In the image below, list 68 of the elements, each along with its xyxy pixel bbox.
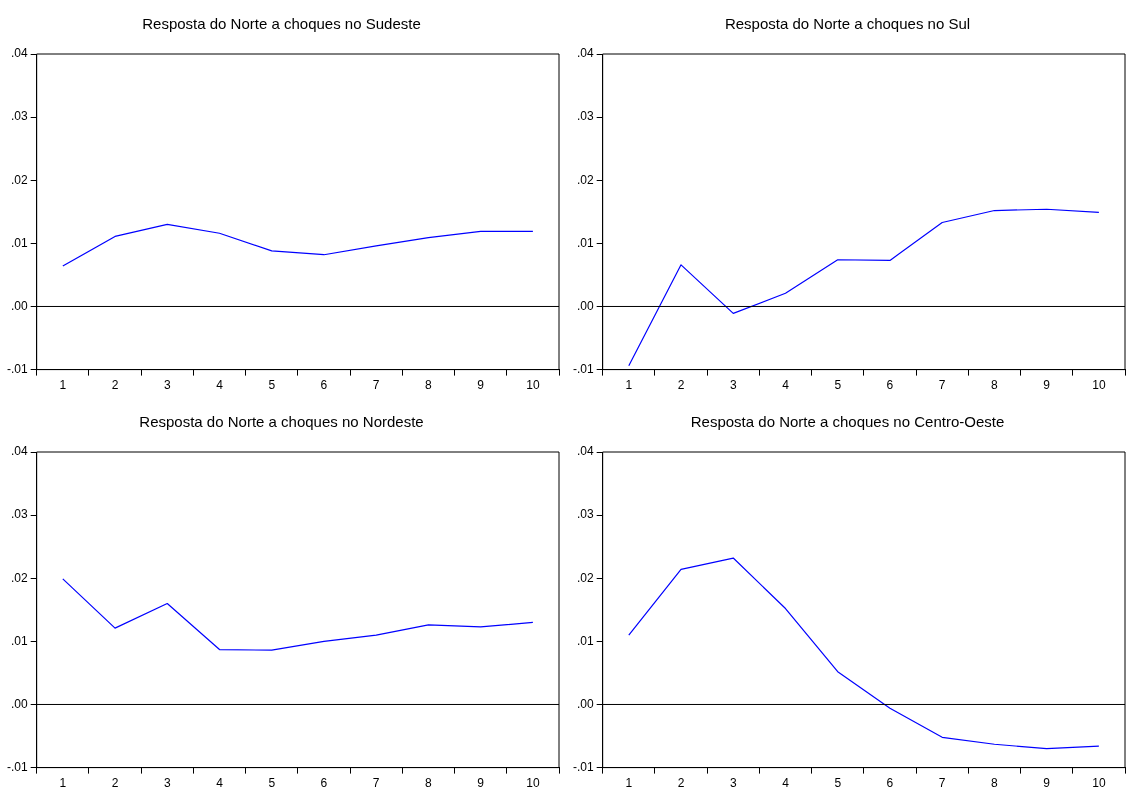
y-tick-label: .04 xyxy=(576,444,594,459)
x-tick-label: 3 xyxy=(729,776,737,791)
x-tick-label: 10 xyxy=(526,776,540,791)
x-tick-label: 5 xyxy=(834,378,842,393)
x-tick-label: 1 xyxy=(59,776,67,791)
x-tick-label: 9 xyxy=(477,776,485,791)
y-tick-label: .03 xyxy=(576,507,594,522)
x-tick-label: 5 xyxy=(834,776,842,791)
x-tick-label: 7 xyxy=(938,776,946,791)
x-tick-label: 4 xyxy=(216,378,224,393)
x-tick-label: 5 xyxy=(268,378,276,393)
x-tick-label: 6 xyxy=(320,776,328,791)
y-tick-label: .02 xyxy=(576,570,594,585)
x-tick-label: 8 xyxy=(991,378,999,393)
y-tick-label: .01 xyxy=(10,633,28,648)
x-tick-label: 8 xyxy=(991,776,999,791)
y-tick-label: .00 xyxy=(10,696,28,711)
y-tick-label: -.01 xyxy=(572,361,594,376)
x-tick-label: 1 xyxy=(625,776,633,791)
x-tick-label: 7 xyxy=(372,378,380,393)
y-tick-label: .02 xyxy=(10,172,28,187)
y-tick-label: .00 xyxy=(10,298,28,313)
x-tick-label: 9 xyxy=(1043,776,1051,791)
y-tick-label: .02 xyxy=(576,172,594,187)
y-tick-label: .03 xyxy=(576,109,594,124)
x-tick-label: 9 xyxy=(1043,378,1051,393)
x-tick-label: 7 xyxy=(372,776,380,791)
y-tick-label: .00 xyxy=(576,298,594,313)
x-tick-label: 9 xyxy=(477,378,485,393)
x-tick-label: 2 xyxy=(111,776,119,791)
x-tick-label: 1 xyxy=(625,378,633,393)
x-tick-label: 3 xyxy=(163,378,171,393)
x-tick-label: 8 xyxy=(425,776,433,791)
x-tick-label: 4 xyxy=(216,776,224,791)
x-tick-label: 4 xyxy=(782,378,790,393)
x-tick-label: 1 xyxy=(59,378,67,393)
y-tick-label: .02 xyxy=(10,570,28,585)
chart-title: Resposta do Norte a choques no Sudeste xyxy=(142,15,421,33)
x-tick-label: 7 xyxy=(938,378,946,393)
x-tick-label: 3 xyxy=(163,776,171,791)
x-tick-label: 3 xyxy=(729,378,737,393)
x-tick-label: 2 xyxy=(677,776,685,791)
y-tick-label: .01 xyxy=(576,633,594,648)
chart-title: Resposta do Norte a choques no Sul xyxy=(724,15,971,33)
x-tick-label: 8 xyxy=(425,378,433,393)
chart-title: Resposta do Norte a choques no Nordeste xyxy=(139,413,424,431)
x-tick-label: 10 xyxy=(1092,378,1106,393)
y-tick-label: .01 xyxy=(576,235,594,250)
x-tick-label: 10 xyxy=(1092,776,1106,791)
y-tick-label: .03 xyxy=(10,109,28,124)
y-tick-label: .01 xyxy=(10,235,28,250)
y-tick-label: .00 xyxy=(576,696,594,711)
chart-title: Resposta do Norte a choques no Centro-Oeste xyxy=(690,413,1005,431)
x-tick-label: 6 xyxy=(320,378,328,393)
y-tick-label: -.01 xyxy=(6,759,28,774)
y-tick-label: .04 xyxy=(576,46,594,61)
y-tick-label: .03 xyxy=(10,507,28,522)
x-tick-label: 4 xyxy=(782,776,790,791)
x-tick-label: 5 xyxy=(268,776,276,791)
y-tick-label: .04 xyxy=(10,46,28,61)
x-tick-label: 6 xyxy=(886,378,894,393)
x-tick-label: 2 xyxy=(111,378,119,393)
x-tick-label: 6 xyxy=(886,776,894,791)
x-tick-label: 2 xyxy=(677,378,685,393)
y-tick-label: -.01 xyxy=(6,361,28,376)
x-tick-label: 10 xyxy=(526,378,540,393)
y-tick-label: -.01 xyxy=(572,759,594,774)
y-tick-label: .04 xyxy=(10,444,28,459)
